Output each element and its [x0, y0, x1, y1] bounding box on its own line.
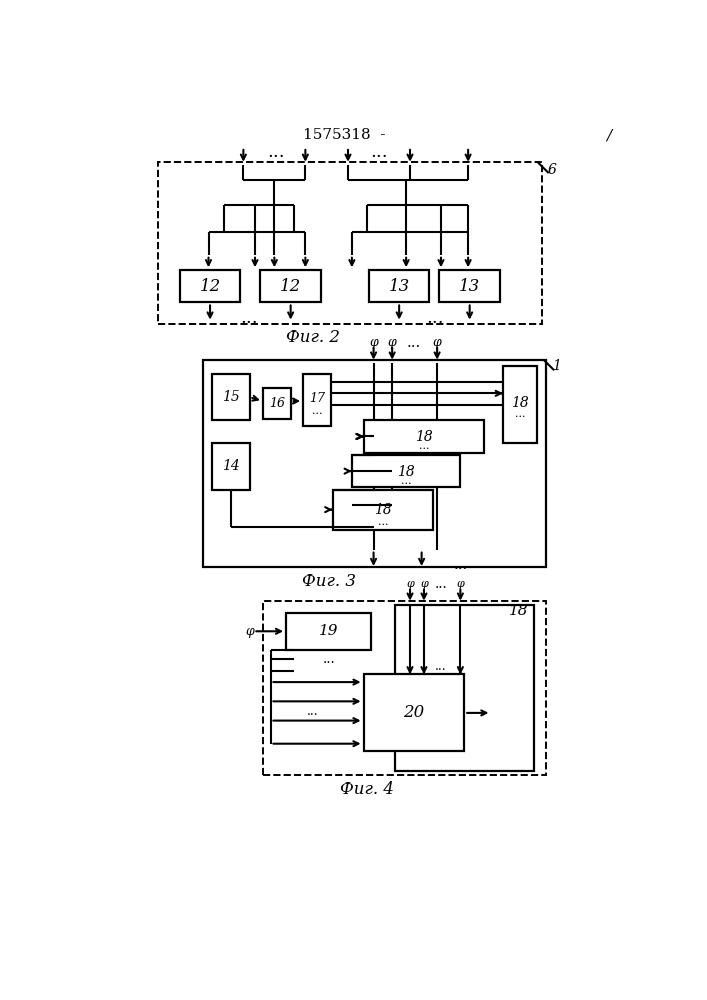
Text: 16: 16	[269, 397, 285, 410]
Bar	[263, 601, 546, 774]
Text: φ: φ	[245, 625, 254, 638]
Bar	[395, 605, 534, 771]
Text: φ: φ	[388, 336, 397, 349]
Text: 15: 15	[222, 390, 240, 404]
Bar	[332, 490, 433, 530]
Text: ...: ...	[515, 409, 525, 419]
Text: φ: φ	[406, 579, 414, 589]
Text: ...: ...	[426, 309, 443, 327]
Text: ...: ...	[240, 309, 257, 327]
Bar	[440, 270, 500, 302]
Text: ...: ...	[453, 558, 467, 572]
Text: 18: 18	[374, 503, 392, 517]
Text: 18: 18	[511, 396, 529, 410]
Text: ...: ...	[267, 143, 285, 161]
Text: Фиг. 3: Фиг. 3	[302, 574, 356, 590]
Bar	[286, 613, 371, 650]
Text: 14: 14	[222, 460, 240, 474]
Text: 19: 19	[319, 624, 339, 638]
Text: Фиг. 2: Фиг. 2	[286, 329, 340, 346]
Bar	[203, 360, 546, 567]
Text: 12: 12	[199, 278, 221, 295]
Text: ...: ...	[401, 476, 411, 486]
Text: ...: ...	[436, 660, 447, 673]
Text: ...: ...	[308, 705, 319, 718]
Bar	[260, 270, 321, 302]
Text: 1575318  -: 1575318 -	[303, 128, 385, 142]
Text: 18: 18	[415, 430, 433, 444]
Text: 18: 18	[397, 465, 415, 479]
Text: 6: 6	[547, 163, 556, 177]
Bar	[263, 388, 291, 419]
Bar	[158, 162, 542, 324]
Bar	[303, 374, 331, 426]
Text: ...: ...	[370, 143, 388, 161]
Text: /: /	[607, 128, 612, 142]
Bar	[352, 455, 460, 487]
Text: 13: 13	[459, 278, 480, 295]
Bar	[369, 270, 429, 302]
Bar	[503, 366, 537, 443]
Text: φ: φ	[457, 579, 464, 589]
Text: 20: 20	[403, 704, 424, 721]
Text: ...: ...	[378, 517, 388, 527]
Text: ...: ...	[407, 336, 421, 350]
Bar	[212, 374, 250, 420]
Text: φ: φ	[433, 336, 441, 349]
Text: Фиг. 4: Фиг. 4	[340, 781, 395, 798]
Text: 12: 12	[280, 278, 301, 295]
Bar	[363, 674, 464, 751]
Text: 13: 13	[389, 278, 410, 295]
Text: ...: ...	[312, 406, 322, 416]
Bar	[363, 420, 484, 453]
Text: 17: 17	[309, 392, 325, 405]
Text: 1: 1	[552, 359, 561, 373]
Text: ...: ...	[435, 577, 448, 591]
Text: ...: ...	[322, 652, 335, 666]
Text: φ: φ	[369, 336, 378, 349]
Text: φ: φ	[420, 579, 428, 589]
Bar	[180, 270, 240, 302]
Text: ...: ...	[419, 441, 429, 451]
Bar	[212, 443, 250, 490]
Text: 18: 18	[509, 604, 529, 618]
